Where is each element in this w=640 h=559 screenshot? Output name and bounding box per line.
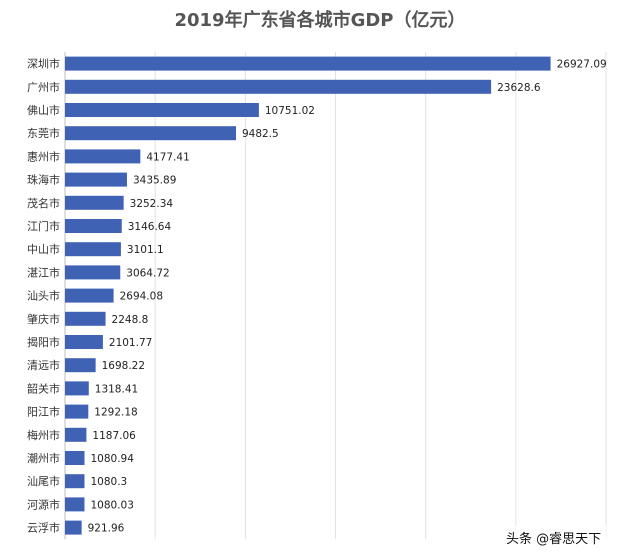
value-label: 10751.02 (265, 105, 315, 117)
category-label: 河源市 (27, 497, 60, 511)
category-label: 中山市 (27, 242, 60, 256)
category-label: 肇庆市 (27, 312, 60, 326)
value-label: 26927.09 (557, 59, 607, 71)
bar (65, 311, 106, 326)
category-label: 江门市 (27, 219, 60, 233)
watermark-box (500, 525, 635, 551)
bars (65, 56, 551, 535)
category-label: 清远市 (27, 358, 60, 372)
category-label: 茂名市 (27, 196, 60, 210)
bar (65, 149, 141, 164)
category-label: 珠海市 (27, 173, 60, 187)
value-label: 1187.06 (92, 430, 136, 442)
bar (65, 474, 85, 489)
value-label: 1080.94 (90, 453, 134, 465)
bar (65, 404, 89, 419)
value-label: 4177.41 (146, 151, 189, 163)
value-label: 2248.8 (112, 314, 149, 326)
bar (65, 520, 82, 535)
value-label: 3435.89 (133, 175, 176, 187)
category-label: 梅州市 (27, 428, 60, 442)
value-label: 3101.1 (127, 244, 164, 256)
bar (65, 265, 121, 280)
category-label: 阳江市 (27, 405, 60, 419)
category-label: 潮州市 (27, 451, 60, 465)
bar (65, 219, 122, 233)
category-label: 广州市 (27, 80, 60, 94)
bar (65, 126, 237, 141)
bar (65, 427, 87, 442)
watermark-text: 头条 @睿思天下 (506, 531, 601, 547)
value-label: 2101.77 (109, 337, 152, 349)
category-label: 东莞市 (27, 126, 60, 140)
bar (65, 56, 551, 71)
category-label: 云浮市 (27, 521, 60, 535)
category-label: 湛江市 (27, 265, 60, 279)
category-label: 韶关市 (27, 381, 60, 395)
category-label: 惠州市 (27, 149, 60, 163)
value-label: 921.96 (88, 523, 125, 535)
bar (65, 451, 85, 465)
value-label: 1292.18 (94, 407, 137, 419)
bar (65, 381, 89, 396)
category-label: 佛山市 (27, 103, 60, 117)
chart-title: 2019年广东省各城市GDP（亿元） (174, 9, 465, 31)
bar (65, 103, 259, 117)
value-label: 3146.64 (128, 221, 172, 233)
bar (65, 79, 492, 94)
value-label: 1698.22 (102, 360, 145, 372)
category-label: 揭阳市 (27, 335, 60, 349)
watermark: 头条 @睿思天下 (500, 525, 635, 551)
value-label: 1080.03 (90, 499, 133, 511)
bar (65, 195, 124, 210)
value-labels: 26927.09 23628.6 10751.02 9482.5 4177.41 3435… (88, 59, 607, 535)
category-labels: 深圳市广州市佛山市东莞市惠州市珠海市茂名市江门市中山市湛江市汕头市肇庆市揭阳市清… (27, 57, 60, 535)
category-label: 汕头市 (27, 289, 60, 303)
value-label: 9482.5 (242, 128, 279, 140)
bar (65, 335, 103, 349)
value-label: 1318.41 (95, 383, 138, 395)
bar (65, 242, 121, 257)
bar (65, 288, 114, 303)
value-label: 3064.72 (126, 267, 169, 279)
value-label: 23628.6 (497, 82, 541, 94)
bar (65, 358, 96, 373)
bar (65, 172, 127, 187)
value-label: 2694.08 (120, 291, 163, 303)
value-label: 1080.3 (90, 476, 127, 488)
category-label: 汕尾市 (27, 474, 60, 488)
category-label: 深圳市 (27, 57, 60, 71)
value-label: 3252.34 (130, 198, 174, 210)
bar (65, 497, 85, 512)
